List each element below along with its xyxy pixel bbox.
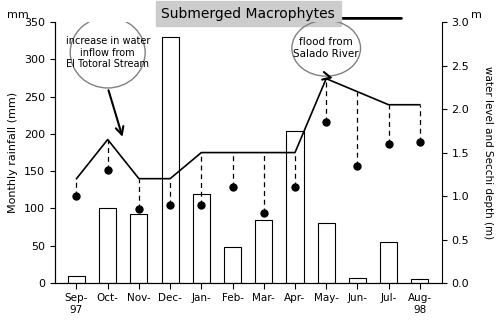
Y-axis label: water level and Secchi depth (m): water level and Secchi depth (m) — [483, 66, 493, 239]
Bar — [68, 276, 85, 283]
Bar — [130, 214, 148, 283]
Bar — [286, 131, 304, 283]
Bar — [99, 208, 116, 283]
Bar — [318, 223, 335, 283]
Bar — [412, 279, 428, 283]
Bar — [349, 278, 366, 283]
Y-axis label: Monthly rainfall (mm): Monthly rainfall (mm) — [8, 92, 18, 213]
Bar — [380, 242, 397, 283]
Text: increase in water
inflow from
El Totoral Stream: increase in water inflow from El Totoral… — [66, 36, 150, 69]
Text: m: m — [471, 10, 482, 20]
Bar — [193, 194, 210, 283]
Bar — [224, 247, 241, 283]
Text: mm: mm — [7, 10, 28, 20]
Text: flood from
Salado River: flood from Salado River — [294, 37, 359, 59]
Title: Submerged Macrophytes: Submerged Macrophytes — [162, 7, 335, 21]
Bar — [162, 37, 178, 283]
Bar — [255, 221, 272, 283]
